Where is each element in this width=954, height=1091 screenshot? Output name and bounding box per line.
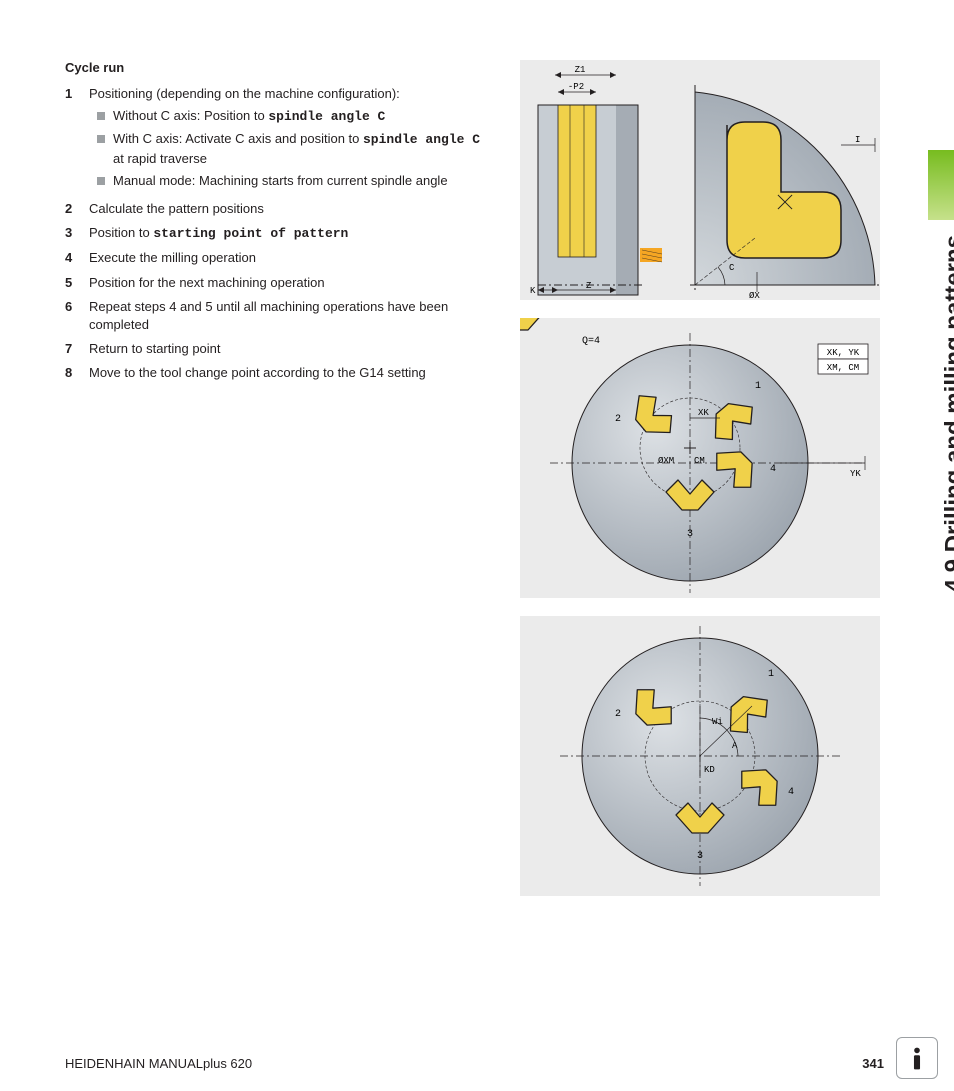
svg-text:4: 4	[788, 787, 794, 798]
svg-text:2: 2	[615, 414, 621, 425]
step-7: Return to starting point	[89, 340, 490, 358]
svg-text:1: 1	[755, 381, 761, 392]
steps-list: Positioning (depending on the machine co…	[65, 85, 490, 382]
svg-text:K: K	[530, 286, 536, 296]
svg-text:YK: YK	[850, 469, 861, 479]
step-4: Execute the milling operation	[89, 249, 490, 267]
step-1c: Manual mode: Machining starts from curre…	[97, 172, 490, 190]
page-number: 341	[862, 1056, 884, 1071]
figure-3: 1 2 3 4 Wi A KD	[520, 616, 880, 896]
svg-text:C: C	[729, 263, 735, 273]
step-1b: With C axis: Activate C axis and positio…	[97, 130, 490, 167]
page-footer: HEIDENHAIN MANUALplus 620 341	[65, 1056, 884, 1071]
svg-text:4: 4	[770, 464, 776, 475]
svg-text:Z1: Z1	[575, 65, 586, 75]
figure-2: Q=4 1 2 3 4 XK ØXM CM YK	[520, 318, 880, 598]
step-5: Position for the next machining operatio…	[89, 274, 490, 292]
svg-text:Q=4: Q=4	[582, 336, 600, 347]
svg-text:ØXM: ØXM	[658, 456, 674, 466]
svg-text:2: 2	[615, 709, 621, 720]
step-2: Calculate the pattern positions	[89, 200, 490, 218]
cycle-run-heading: Cycle run	[65, 60, 490, 75]
svg-text:-P2: -P2	[568, 82, 584, 92]
svg-text:KD: KD	[704, 765, 715, 775]
step-1-intro: Positioning (depending on the machine co…	[89, 86, 400, 101]
step-3: Position to starting point of pattern	[89, 224, 490, 243]
svg-text:ØX: ØX	[749, 291, 760, 300]
footer-left: HEIDENHAIN MANUALplus 620	[65, 1056, 252, 1071]
svg-text:XM, CM: XM, CM	[827, 363, 859, 373]
text-column: Cycle run Positioning (depending on the …	[65, 60, 490, 388]
svg-text:Z: Z	[586, 281, 592, 291]
info-icon	[896, 1037, 938, 1079]
svg-text:I: I	[855, 135, 860, 145]
figures-column: Z1 -P2 K Z	[520, 60, 880, 896]
step-8: Move to the tool change point according …	[89, 364, 490, 382]
figure-1: Z1 -P2 K Z	[520, 60, 880, 300]
svg-text:Wi: Wi	[712, 717, 723, 727]
svg-text:3: 3	[687, 529, 693, 540]
svg-text:A: A	[732, 741, 738, 751]
svg-text:3: 3	[697, 851, 703, 862]
step-1-sublist: Without C axis: Position to spindle angl…	[97, 107, 490, 190]
step-1a: Without C axis: Position to spindle angl…	[97, 107, 490, 126]
svg-text:1: 1	[768, 669, 774, 680]
svg-text:CM: CM	[694, 456, 705, 466]
svg-text:XK: XK	[698, 408, 709, 418]
svg-text:XK, YK: XK, YK	[827, 348, 860, 358]
step-6: Repeat steps 4 and 5 until all machining…	[89, 298, 490, 334]
